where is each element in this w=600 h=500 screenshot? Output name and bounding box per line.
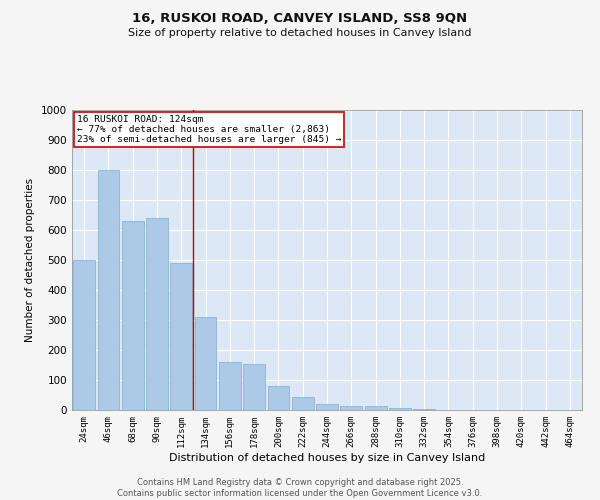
Text: 16, RUSKOI ROAD, CANVEY ISLAND, SS8 9QN: 16, RUSKOI ROAD, CANVEY ISLAND, SS8 9QN [133,12,467,26]
Bar [316,404,338,410]
Bar [243,364,265,410]
Bar [73,260,95,410]
Y-axis label: Number of detached properties: Number of detached properties [25,178,35,342]
Bar [268,386,289,410]
Bar [146,218,168,410]
Bar [97,170,119,410]
Bar [219,362,241,410]
Bar [340,406,362,410]
Bar [389,408,411,410]
X-axis label: Distribution of detached houses by size in Canvey Island: Distribution of detached houses by size … [169,452,485,462]
Bar [194,317,217,410]
Bar [170,263,192,410]
Text: 16 RUSKOI ROAD: 124sqm
← 77% of detached houses are smaller (2,863)
23% of semi-: 16 RUSKOI ROAD: 124sqm ← 77% of detached… [77,114,341,144]
Bar [365,406,386,410]
Bar [292,397,314,410]
Text: Size of property relative to detached houses in Canvey Island: Size of property relative to detached ho… [128,28,472,38]
Text: Contains HM Land Registry data © Crown copyright and database right 2025.
Contai: Contains HM Land Registry data © Crown c… [118,478,482,498]
Bar [122,221,143,410]
